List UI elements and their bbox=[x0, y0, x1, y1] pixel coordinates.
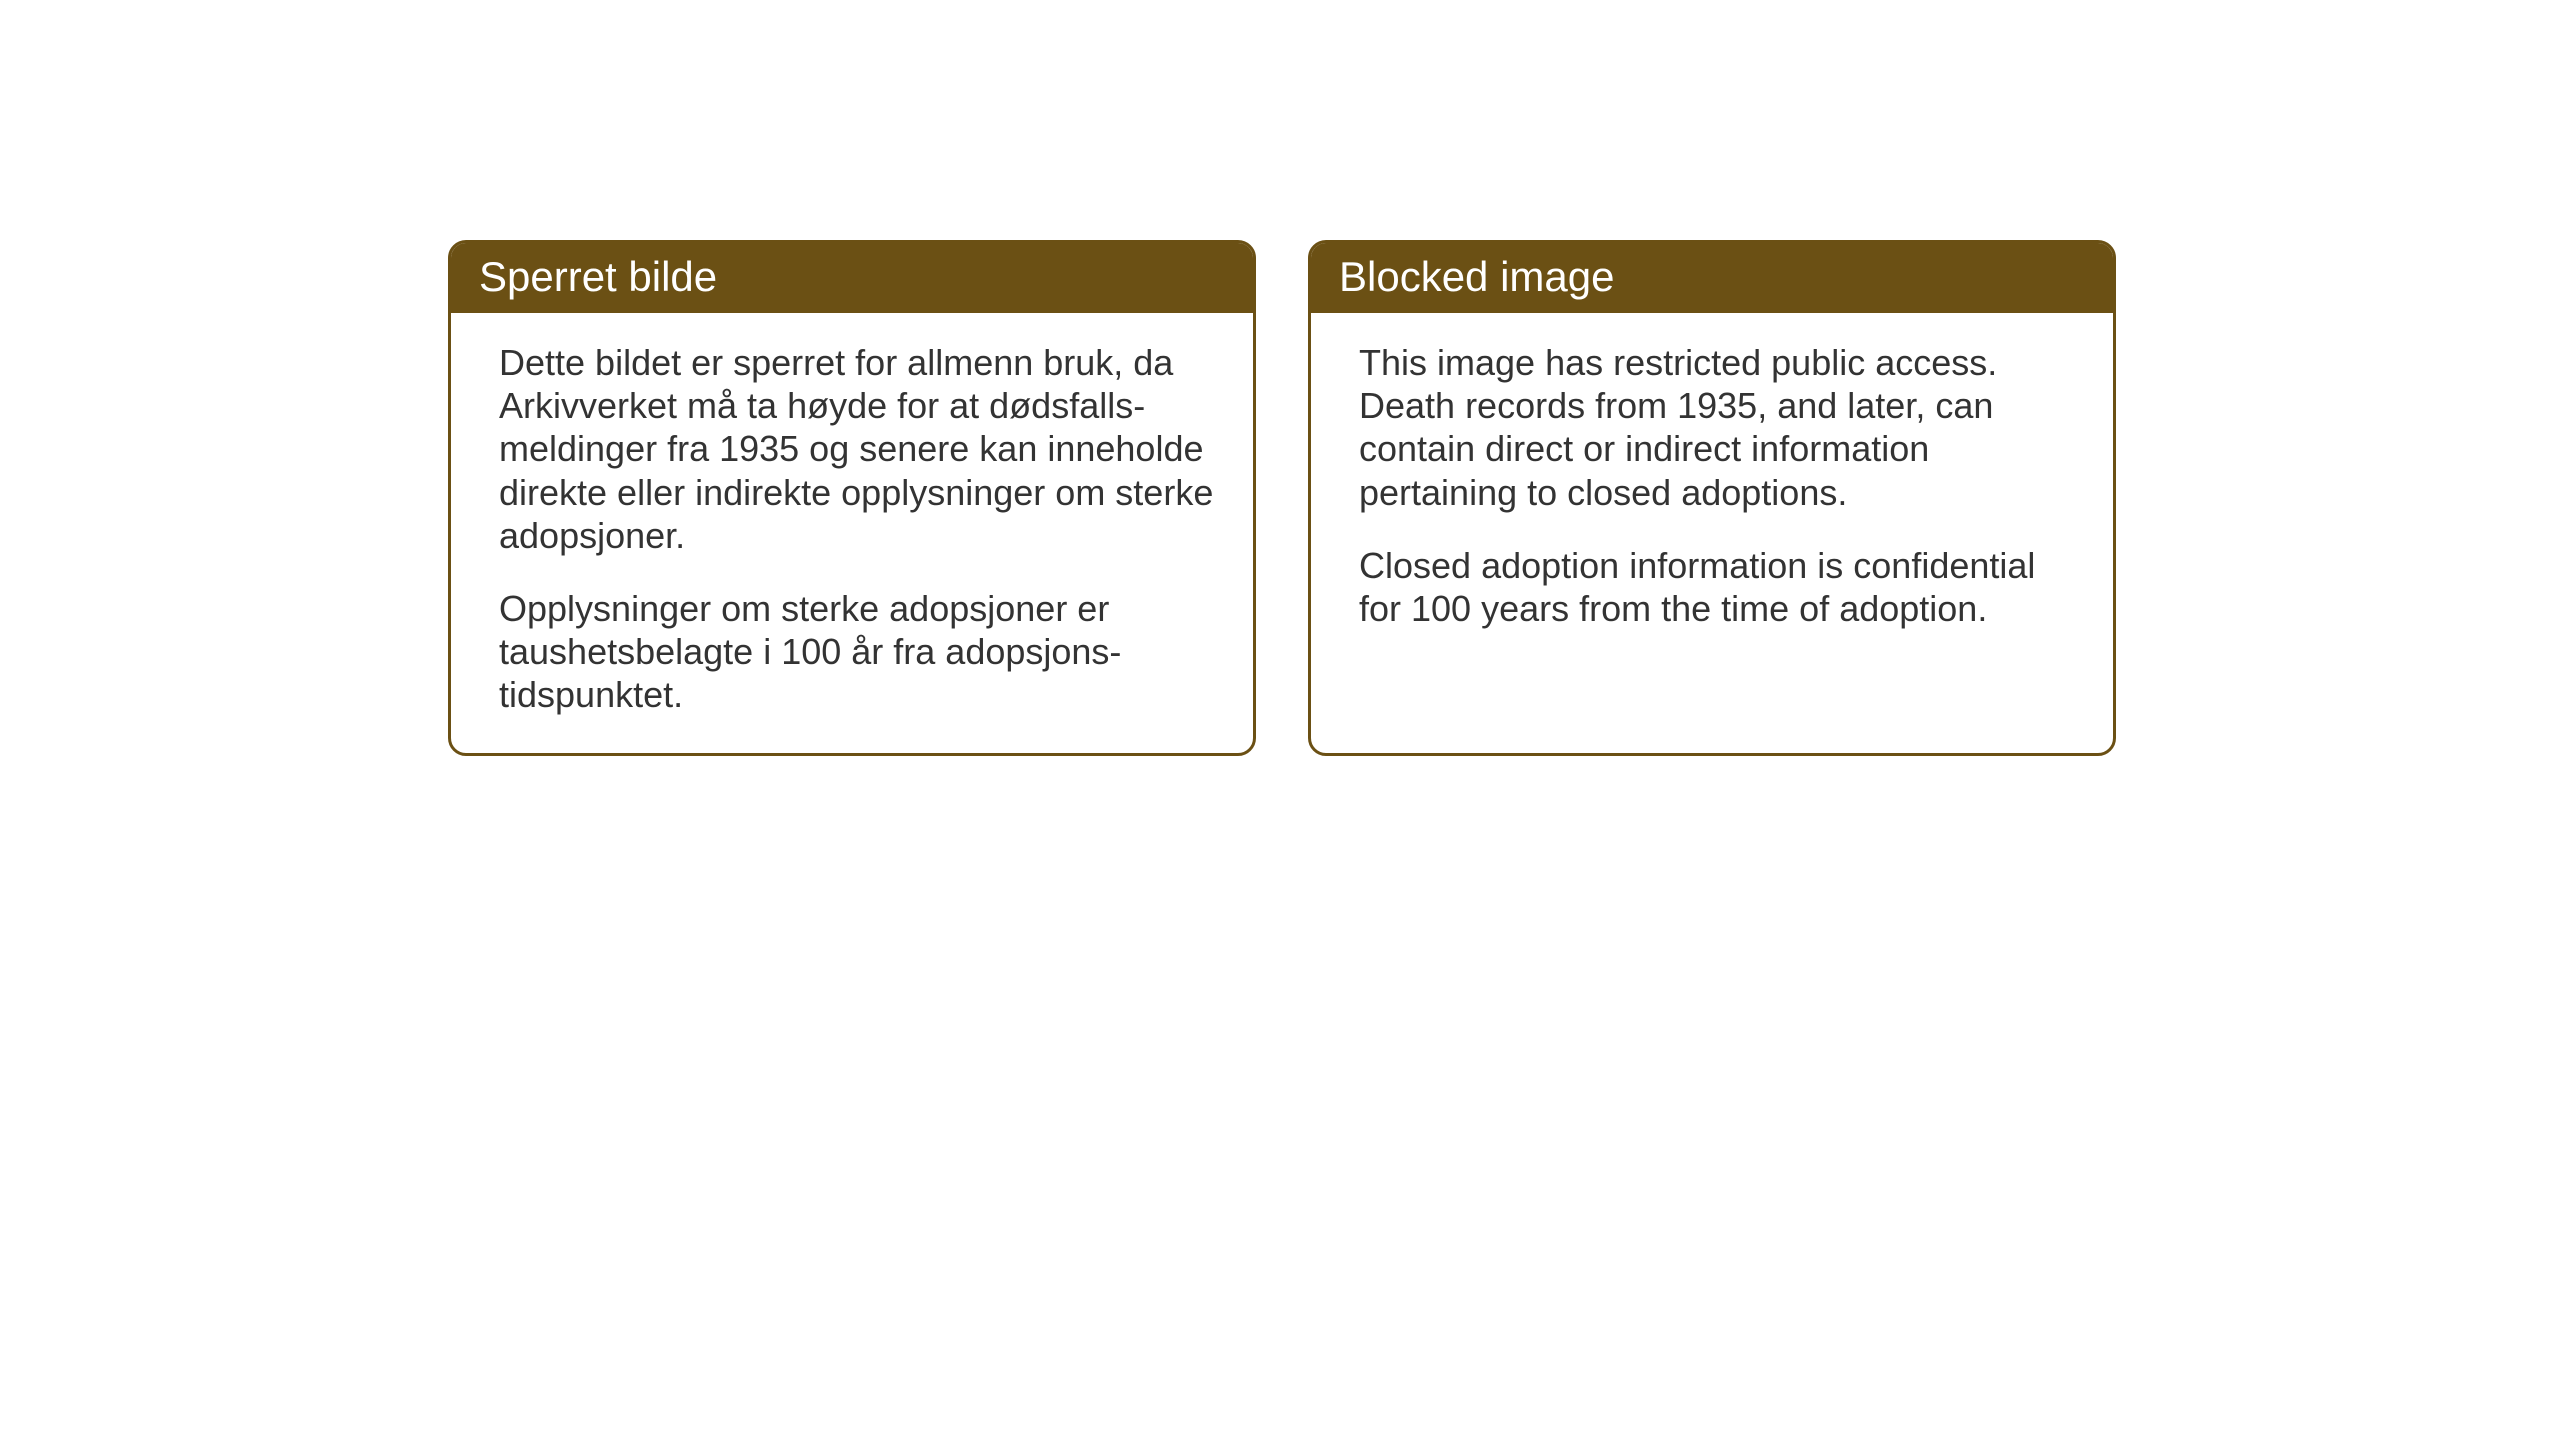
card-paragraph-2: Closed adoption information is confident… bbox=[1359, 544, 2075, 630]
card-english: Blocked image This image has restricted … bbox=[1308, 240, 2116, 756]
card-norwegian: Sperret bilde Dette bildet er sperret fo… bbox=[448, 240, 1256, 756]
card-body-english: This image has restricted public access.… bbox=[1311, 313, 2113, 666]
card-header-norwegian: Sperret bilde bbox=[451, 243, 1253, 313]
card-body-norwegian: Dette bildet er sperret for allmenn bruk… bbox=[451, 313, 1253, 753]
card-title: Blocked image bbox=[1339, 253, 1614, 300]
card-paragraph-2: Opplysninger om sterke adopsjoner er tau… bbox=[499, 587, 1215, 717]
card-paragraph-1: This image has restricted public access.… bbox=[1359, 341, 2075, 514]
card-header-english: Blocked image bbox=[1311, 243, 2113, 313]
card-title: Sperret bilde bbox=[479, 253, 717, 300]
card-paragraph-1: Dette bildet er sperret for allmenn bruk… bbox=[499, 341, 1215, 557]
cards-container: Sperret bilde Dette bildet er sperret fo… bbox=[448, 240, 2116, 756]
